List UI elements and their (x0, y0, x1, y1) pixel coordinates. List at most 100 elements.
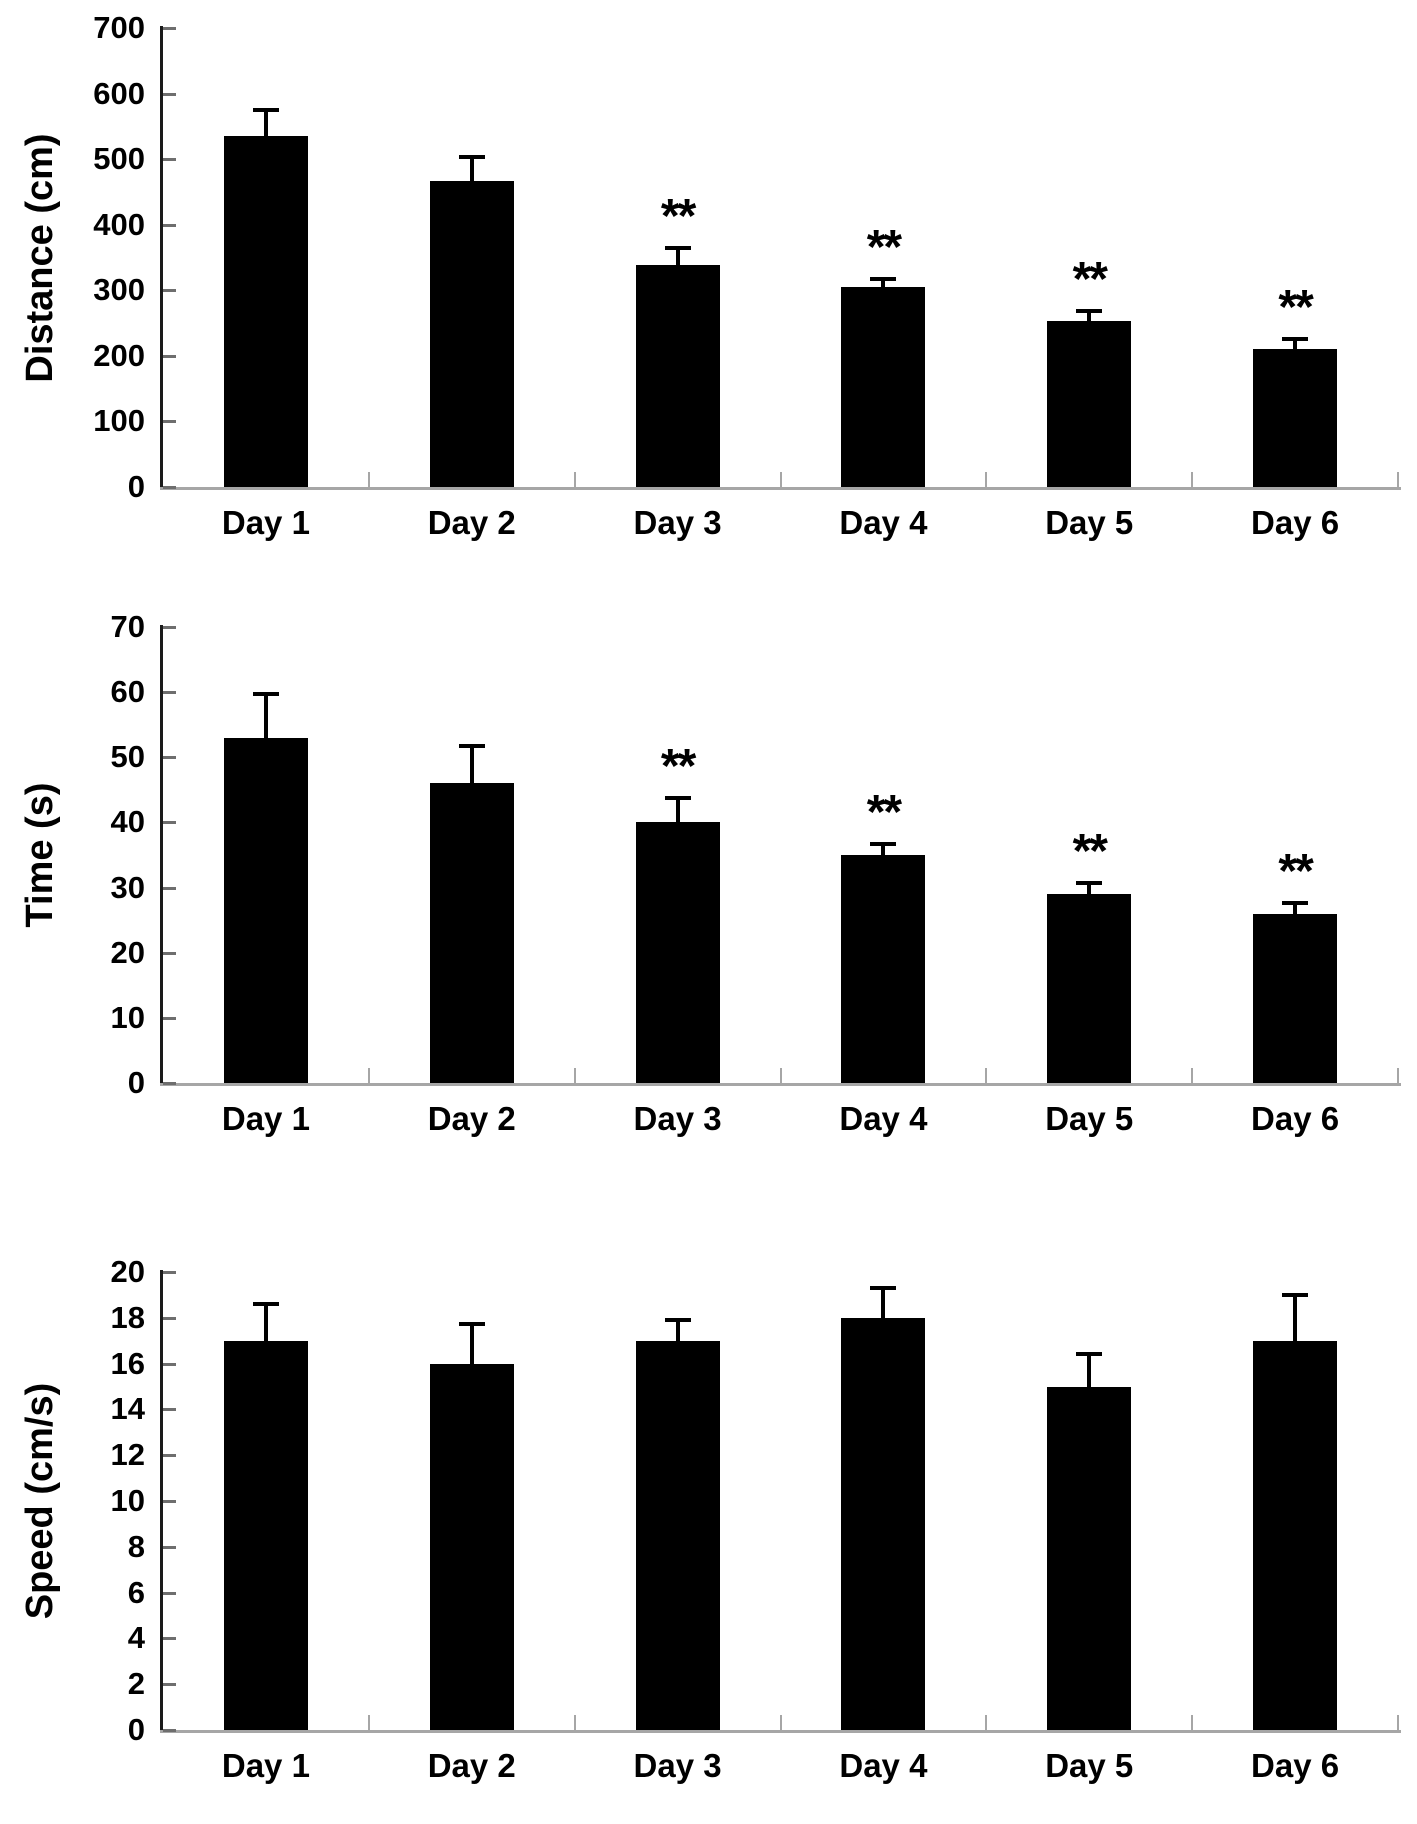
y-tick-label: 300 (93, 272, 145, 308)
y-tick (163, 1271, 176, 1274)
bar-day-3 (635, 1340, 720, 1730)
y-tick (163, 756, 176, 760)
x-tick (985, 472, 988, 487)
x-tick (1397, 1068, 1399, 1083)
y-tick (163, 1408, 176, 1412)
y-tick-label: 60 (110, 674, 145, 710)
x-category-label-day-5: Day 5 (1045, 1747, 1134, 1784)
y-tick (163, 354, 176, 358)
y-tick (163, 1016, 176, 1020)
y-tick-label: 0 (127, 1065, 145, 1100)
y-tick-label: 20 (110, 934, 145, 970)
x-tick (1397, 1715, 1399, 1730)
error-bar-day-1 (263, 107, 268, 143)
x-category-label-day-3: Day 3 (633, 504, 722, 541)
y-tick (163, 1637, 176, 1641)
y-tick-label: 70 (110, 609, 145, 644)
x-tick (573, 472, 576, 487)
y-tick (163, 951, 176, 955)
error-bar-day-2 (469, 744, 474, 790)
y-tick-label: 16 (110, 1345, 145, 1381)
y-tick (163, 886, 176, 890)
y-tick-label: 40 (110, 804, 145, 840)
error-cap-day-1 (252, 1301, 279, 1306)
bar-day-3 (635, 822, 720, 1083)
y-tick (163, 691, 176, 695)
y-axis-line (160, 1270, 163, 1733)
bar-day-6 (1253, 349, 1338, 487)
x-category-label-day-2: Day 2 (427, 504, 516, 541)
y-tick-label: 500 (93, 141, 145, 177)
bar-day-2 (429, 180, 514, 487)
x-category-label-day-6: Day 6 (1251, 504, 1340, 541)
error-bar-day-5 (1087, 1352, 1092, 1393)
y-tick (163, 1545, 176, 1549)
bar-day-6 (1253, 1340, 1338, 1730)
y-tick (163, 27, 176, 30)
significance-marker-day-6: ** (1278, 281, 1313, 335)
error-bar-day-1 (263, 1301, 268, 1347)
error-cap-day-4 (870, 841, 897, 846)
y-tick-label: 2 (127, 1666, 145, 1702)
y-tick-label: 20 (110, 1254, 145, 1289)
x-category-label-day-2: Day 2 (427, 1747, 516, 1784)
x-tick (1397, 472, 1399, 487)
bar-day-4 (841, 855, 926, 1083)
error-bar-day-4 (881, 1285, 886, 1324)
y-tick (163, 92, 176, 96)
x-category-label-day-6: Day 6 (1251, 1100, 1340, 1137)
error-bar-day-4 (881, 841, 886, 861)
x-category-label-day-1: Day 1 (221, 504, 310, 541)
y-tick-label: 0 (127, 1712, 145, 1747)
y-tick (163, 486, 176, 489)
x-category-label-day-2: Day 2 (427, 1100, 516, 1137)
error-bar-day-4 (881, 277, 886, 293)
y-tick (163, 1082, 176, 1085)
error-bar-day-2 (469, 154, 474, 187)
significance-marker-day-5: ** (1072, 253, 1108, 307)
y-tick (163, 289, 176, 293)
significance-marker-day-4: ** (866, 221, 902, 275)
x-category-label-day-1: Day 1 (221, 1747, 310, 1784)
x-tick (367, 472, 370, 487)
error-cap-day-6 (1282, 900, 1309, 905)
significance-marker-day-6: ** (1278, 844, 1313, 898)
error-cap-day-5 (1076, 881, 1103, 886)
error-bar-day-6 (1293, 337, 1298, 356)
y-tick-label: 600 (93, 75, 145, 111)
x-category-label-day-1: Day 1 (221, 1100, 310, 1137)
y-tick (163, 158, 176, 162)
y-axis-line (160, 26, 163, 490)
error-cap-day-4 (870, 277, 897, 282)
y-tick-label: 4 (127, 1620, 145, 1656)
x-category-label-day-4: Day 4 (839, 1747, 928, 1784)
error-bar-day-3 (675, 796, 680, 829)
significance-marker-day-5: ** (1072, 825, 1108, 879)
y-axis-line (160, 625, 163, 1086)
y-tick (163, 1729, 176, 1732)
y-tick (163, 1454, 176, 1458)
error-bar-day-6 (1293, 900, 1298, 920)
bar-day-1 (223, 737, 308, 1083)
error-cap-day-3 (664, 245, 691, 250)
y-tick-label: 12 (110, 1437, 145, 1473)
x-tick (573, 1715, 576, 1730)
error-cap-day-3 (664, 1317, 691, 1322)
x-category-label-day-4: Day 4 (839, 1100, 928, 1137)
y-tick-label: 8 (127, 1528, 145, 1564)
bar-day-1 (223, 1340, 308, 1730)
y-tick-label: 200 (93, 337, 145, 373)
bar-day-2 (429, 783, 514, 1083)
error-bar-day-3 (675, 1317, 680, 1347)
y-tick (163, 821, 176, 825)
error-cap-day-2 (458, 154, 485, 159)
error-cap-day-5 (1076, 309, 1103, 314)
y-tick-label: 100 (93, 403, 145, 439)
x-tick (779, 472, 782, 487)
bar-day-1 (223, 136, 308, 487)
y-tick (163, 1500, 176, 1503)
error-cap-day-3 (664, 796, 691, 801)
